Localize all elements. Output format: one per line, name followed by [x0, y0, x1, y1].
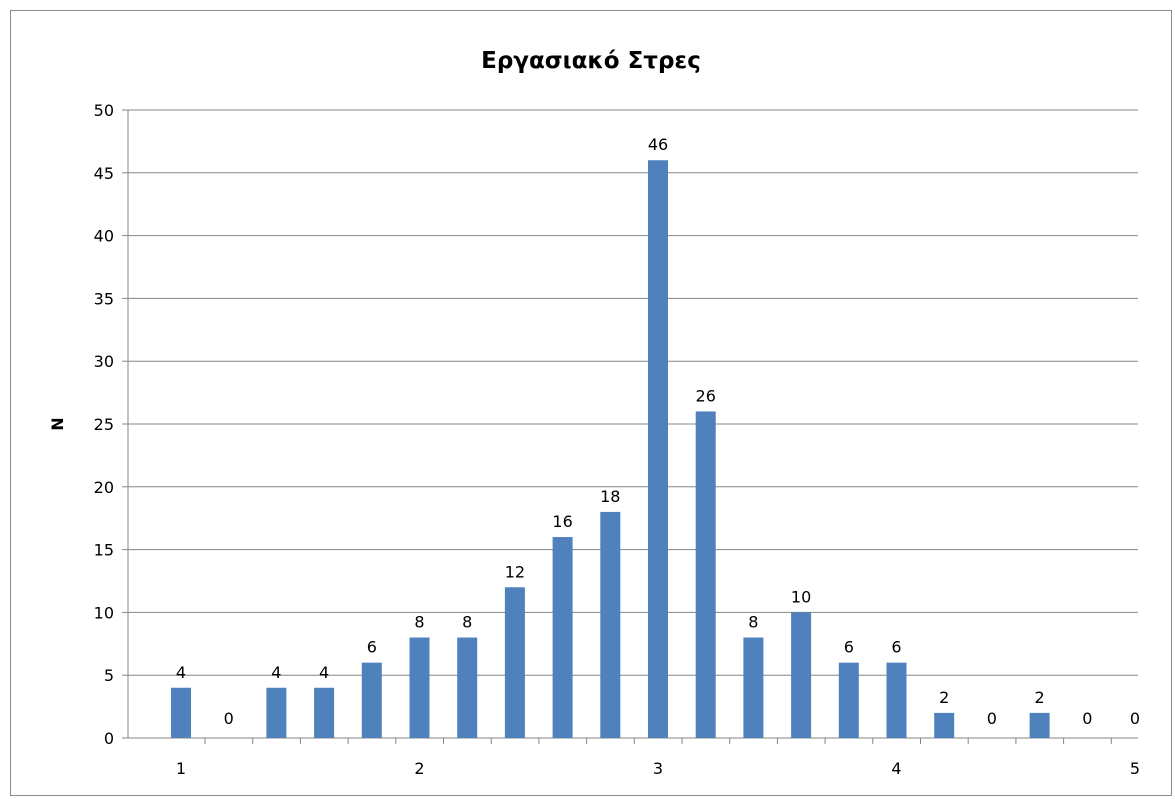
bar-15 — [886, 662, 907, 738]
y-tick-label-50: 50 — [94, 101, 114, 120]
bar-13 — [791, 612, 812, 738]
y-tick-label-15: 15 — [94, 541, 114, 560]
data-label-9: 18 — [600, 487, 620, 506]
y-tick-label-35: 35 — [94, 289, 114, 308]
bar-14 — [838, 662, 859, 738]
x-tick-label-4: 4 — [891, 759, 901, 778]
bar-3 — [314, 687, 335, 738]
bar-12 — [743, 637, 764, 738]
x-tick-label-3: 3 — [653, 759, 663, 778]
bar-7 — [504, 587, 525, 738]
bar-5 — [409, 637, 430, 738]
data-label-15: 6 — [891, 638, 901, 657]
bar-6 — [457, 637, 478, 738]
bars — [171, 160, 1050, 739]
data-label-8: 16 — [552, 512, 572, 531]
x-tick-label-5: 5 — [1130, 759, 1140, 778]
bar-16 — [934, 712, 955, 738]
bar-11 — [695, 411, 716, 738]
data-label-5: 8 — [414, 613, 424, 632]
data-label-18: 2 — [1035, 688, 1045, 707]
chart-title: Εργασιακό Στρες — [481, 48, 701, 74]
bar-0 — [171, 687, 191, 738]
y-tick-label-40: 40 — [94, 227, 114, 246]
y-tick-label-45: 45 — [94, 164, 114, 183]
data-label-20: 0 — [1130, 709, 1140, 728]
bar-9 — [600, 511, 621, 738]
y-tick-label-5: 5 — [104, 666, 114, 685]
bar-4 — [361, 662, 382, 738]
y-tick-label-0: 0 — [104, 729, 114, 748]
data-label-19: 0 — [1082, 709, 1092, 728]
data-label-17: 0 — [987, 709, 997, 728]
data-label-1: 0 — [224, 709, 234, 728]
bar-10 — [648, 160, 668, 739]
data-label-7: 12 — [505, 562, 525, 581]
data-label-0: 4 — [176, 663, 186, 682]
chart-frame: 4 0 4 4 6 8 8 12 16 18 46 26 8 10 6 6 2 0 2 0 0 0 5 10 15 20 25 30… — [10, 10, 1172, 796]
data-label-16: 2 — [939, 688, 949, 707]
data-label-13: 10 — [791, 587, 811, 606]
x-tick-label-1: 1 — [176, 759, 186, 778]
data-label-11: 26 — [696, 386, 716, 405]
bar-2 — [266, 687, 287, 738]
data-label-6: 8 — [462, 613, 472, 632]
bar-18 — [1029, 712, 1050, 738]
bar-8 — [552, 537, 573, 738]
y-axis-label: N — [48, 417, 67, 430]
axes — [122, 109, 1138, 744]
y-tick-label-25: 25 — [94, 415, 114, 434]
data-label-2: 4 — [271, 663, 281, 682]
gridlines — [128, 109, 1138, 676]
y-tick-label-30: 30 — [94, 352, 114, 371]
data-label-4: 6 — [367, 638, 377, 657]
data-label-12: 8 — [748, 613, 758, 632]
data-label-14: 6 — [844, 638, 854, 657]
y-tick-label-20: 20 — [94, 478, 114, 497]
y-tick-label-10: 10 — [94, 603, 114, 622]
x-tick-labels: 1 2 3 4 5 — [176, 759, 1140, 778]
data-label-3: 4 — [319, 663, 329, 682]
x-tick-label-2: 2 — [414, 759, 424, 778]
data-label-10: 46 — [648, 135, 668, 154]
y-tick-labels: 0 5 10 15 20 25 30 35 40 45 50 — [94, 101, 114, 748]
